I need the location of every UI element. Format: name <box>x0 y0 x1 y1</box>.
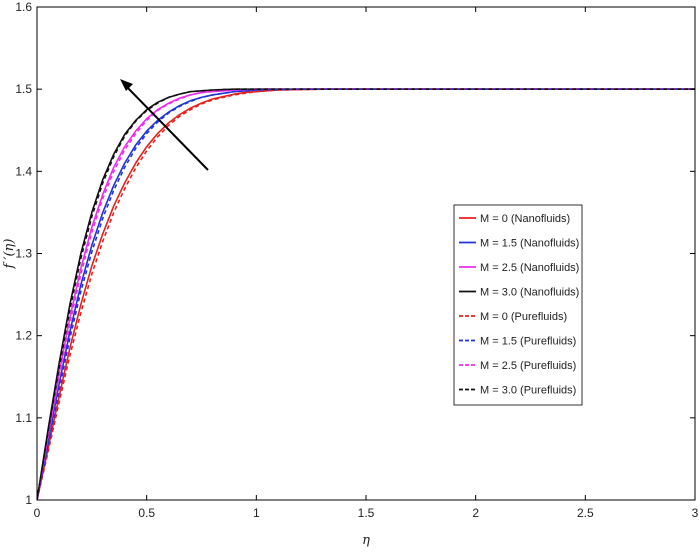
y-tick-label: 1.1 <box>15 411 32 425</box>
series-line-7 <box>37 88 695 500</box>
legend-box <box>453 204 583 406</box>
x-tick-label: 2 <box>472 506 479 520</box>
legend-entry: M = 2.5 (Purefluids) <box>480 360 576 372</box>
legend-entry: M = 1.5 (Purefluids) <box>480 336 576 348</box>
x-axis-label: η <box>362 533 370 548</box>
x-tick-label: 1 <box>253 506 260 520</box>
legend-entry: M = 0 (Nanofluids) <box>480 213 570 225</box>
x-tick-label: 3 <box>692 506 699 520</box>
series-line-3 <box>37 88 695 500</box>
x-tick-label: 1.5 <box>358 506 375 520</box>
series-line-5 <box>37 88 695 500</box>
legend-entry: M = 2.5 (Nanofluids) <box>480 262 579 274</box>
y-tick-label: 1.3 <box>15 247 32 261</box>
series-lines <box>37 88 695 500</box>
series-line-4 <box>37 88 695 500</box>
legend: M = 0 (Nanofluids) M = 1.5 (Nanofluids) M … <box>453 204 583 406</box>
y-axis-label: f ′(η) <box>2 239 17 270</box>
y-tick-label: 1.2 <box>15 329 32 343</box>
legend-entry: M = 1.5 (Nanofluids) <box>480 238 579 250</box>
y-axis: 1 1.1 1.2 1.3 1.4 1.5 1.6 <box>15 0 695 507</box>
y-tick-label: 1.4 <box>15 164 32 178</box>
x-tick-label: 0 <box>34 506 41 520</box>
series-line-2 <box>37 88 695 500</box>
plot-frame <box>36 6 696 501</box>
y-tick-label: 1.5 <box>15 82 32 96</box>
series-line-1 <box>37 88 695 500</box>
x-tick-label: 2.5 <box>577 506 594 520</box>
increasing-m-arrow-icon <box>120 79 209 171</box>
y-tick-label: 1 <box>25 493 32 507</box>
legend-entry: M = 0 (Purefluids) <box>480 311 567 323</box>
legend-entry: M = 3.0 (Purefluids) <box>480 385 576 397</box>
series-line-8 <box>37 88 695 500</box>
legend-entry: M = 3.0 (Nanofluids) <box>480 287 579 299</box>
series-line-6 <box>37 88 695 500</box>
y-tick-label: 1.6 <box>15 0 32 14</box>
x-tick-label: 0.5 <box>138 506 155 520</box>
x-axis: 0 0.5 1 1.5 2 2.5 3 <box>34 7 699 520</box>
